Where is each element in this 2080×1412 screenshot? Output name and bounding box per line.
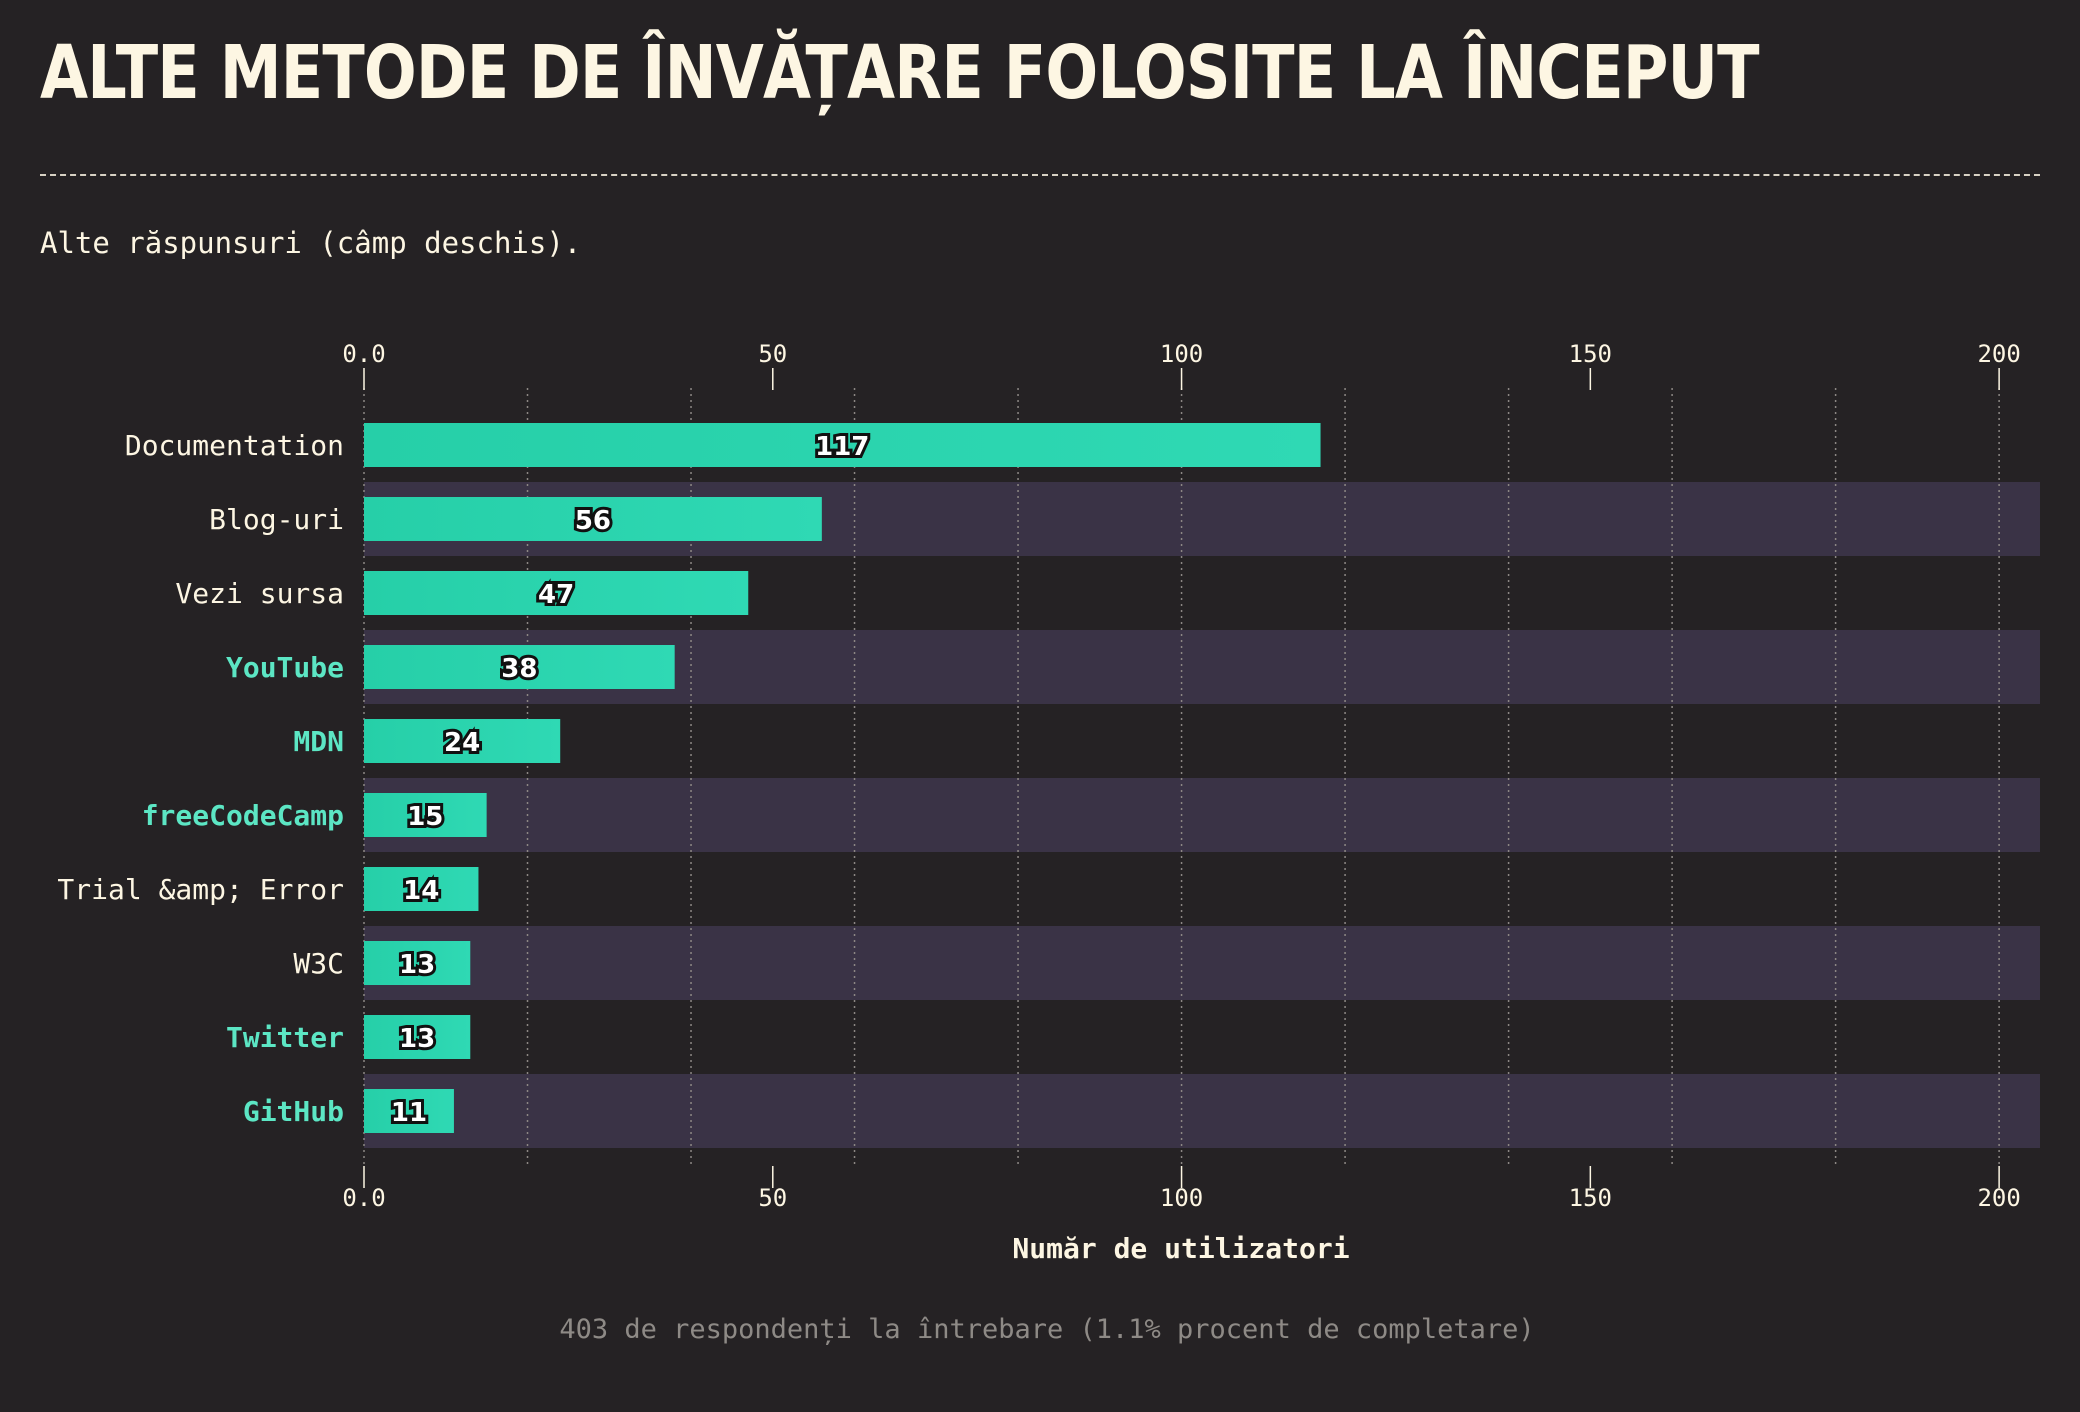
bar [364, 719, 561, 763]
x-tick-label-bottom: 50 [758, 1184, 787, 1212]
bar [364, 793, 487, 837]
value-label: 117 [815, 432, 869, 462]
value-label: 11 [391, 1098, 427, 1128]
category-label: Documentation [125, 429, 344, 462]
category-label: Blog-uri [209, 503, 344, 536]
category-label: MDN [293, 725, 344, 758]
bar [364, 423, 1321, 467]
x-tick-label-bottom: 0.0 [342, 1184, 385, 1212]
bar [364, 1089, 454, 1133]
x-tick-label-top: 200 [1977, 340, 2020, 368]
category-label: Trial &amp; Error [57, 873, 344, 906]
category-label: Vezi sursa [175, 577, 344, 610]
row-band [364, 926, 2040, 1000]
bar [364, 1015, 471, 1059]
title-divider [40, 174, 2040, 176]
x-tick-label-bottom: 200 [1977, 1184, 2020, 1212]
category-label: GitHub [243, 1095, 344, 1128]
value-label: 15 [407, 802, 443, 832]
category-label: YouTube [226, 651, 344, 684]
row-band [364, 778, 2040, 852]
x-tick-label-bottom: 100 [1160, 1184, 1203, 1212]
x-tick-label-top: 100 [1160, 340, 1203, 368]
x-tick-label-top: 150 [1569, 340, 1612, 368]
x-tick-label-top: 0.0 [342, 340, 385, 368]
category-label: Twitter [226, 1021, 344, 1054]
category-label: freeCodeCamp [142, 799, 344, 832]
value-label: 38 [501, 654, 537, 684]
respondents-footnote: 403 de respondenți la întrebare (1.1% pr… [559, 1314, 1535, 1345]
chart-subtitle: Alte răspunsuri (câmp deschis). [40, 226, 582, 260]
value-label: 13 [399, 950, 435, 980]
x-tick-label-top: 50 [758, 340, 787, 368]
value-label: 47 [538, 580, 574, 610]
value-label: 24 [444, 728, 480, 758]
bar [364, 867, 479, 911]
bar [364, 645, 675, 689]
value-label: 14 [403, 876, 439, 906]
category-label: W3C [293, 947, 344, 980]
bar [364, 571, 749, 615]
value-label: 56 [575, 506, 611, 536]
x-tick-label-bottom: 150 [1569, 1184, 1612, 1212]
bar [364, 497, 822, 541]
x-axis-title: Număr de utilizatori [1012, 1232, 1350, 1265]
bar [364, 941, 471, 985]
value-label: 13 [399, 1024, 435, 1054]
row-band [364, 1074, 2040, 1148]
page-title: ALTE METODE DE ÎNVĂȚARE FOLOSITE LA ÎNCE… [40, 30, 1760, 116]
